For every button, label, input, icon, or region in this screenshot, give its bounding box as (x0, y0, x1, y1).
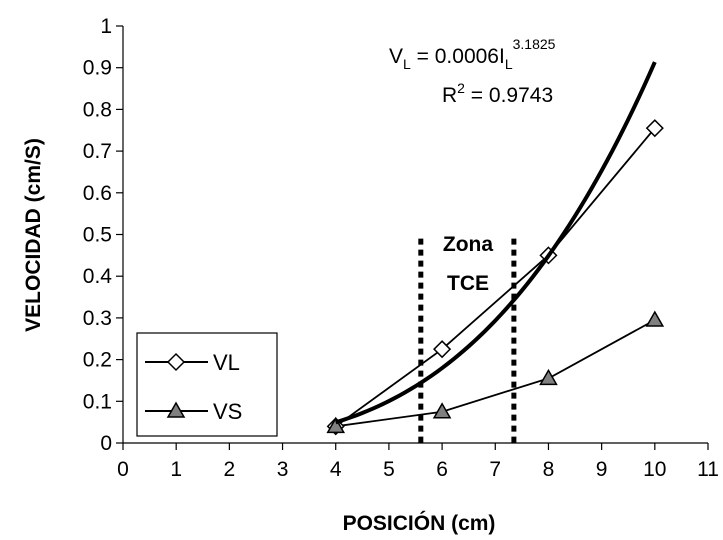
y-tick-label: 0.9 (83, 57, 112, 80)
zone-label-line1: Zona (443, 233, 493, 256)
trendline-layer (335, 61, 657, 425)
r-squared-sup: 2 (457, 80, 465, 96)
y-tick-label: 0.1 (83, 390, 112, 413)
point-vs (645, 310, 665, 327)
y-tick-label: 0.5 (83, 224, 112, 247)
legend-label-vs: VS (213, 399, 242, 424)
x-tick-label: 3 (277, 458, 289, 481)
series-layer (326, 119, 665, 436)
point-vs (539, 368, 558, 386)
point-vs (432, 402, 452, 419)
y-tick-label: 0.6 (83, 182, 112, 205)
x-tick-label: 0 (117, 458, 129, 481)
zone-label-line2: TCE (447, 272, 489, 295)
equation-exp: 3.1825 (513, 36, 556, 52)
y-tick-label: 0 (100, 432, 112, 455)
equation-v: V (389, 45, 403, 68)
legend-marker-vl (166, 352, 186, 372)
x-tick-label: 9 (596, 458, 608, 481)
x-tick-label: 5 (383, 458, 395, 481)
legend-box (136, 332, 278, 437)
x-tick-labels: 0 1 2 3 4 5 6 7 8 9 10 11 (117, 458, 719, 481)
y-tick-label: 0.7 (83, 140, 112, 163)
equation-v-sub: L (403, 56, 411, 72)
equation-i-sub: L (505, 56, 513, 72)
x-tick-label: 8 (543, 458, 555, 481)
point-vl (645, 119, 664, 138)
legend-label-vl: VL (213, 350, 240, 375)
x-tick-label: 7 (489, 458, 501, 481)
series-line-vs (335, 319, 656, 428)
y-axis-title: VELOCIDAD (cm/S) (22, 138, 45, 332)
x-tick-label: 11 (697, 458, 719, 481)
y-tick-label: 0.8 (83, 98, 112, 121)
legend: VL VS (136, 332, 278, 437)
point-vs (326, 416, 346, 434)
trendline-curve (335, 61, 657, 425)
r-squared-r: R (442, 84, 457, 107)
trendline-equation: VL = 0.0006IL3.1825 (389, 36, 556, 72)
r-squared-rest: = 0.9743 (465, 84, 553, 107)
x-tick-label: 10 (643, 458, 666, 481)
y-tick-labels: 0 0.1 0.2 0.3 0.4 0.5 0.6 0.7 0.8 0.9 1 (83, 15, 113, 455)
y-tick-label: 0.2 (83, 349, 112, 372)
y-tick-label: 1 (100, 15, 112, 38)
x-tick-label: 2 (224, 458, 236, 481)
r-squared: R2 = 0.9743 (442, 80, 553, 107)
x-tick-label: 4 (330, 458, 342, 481)
x-tick-label: 6 (436, 458, 448, 481)
axes (116, 25, 709, 450)
x-axis-title: POSICIÓN (cm) (343, 511, 496, 535)
y-tick-label: 0.4 (83, 265, 113, 288)
tce-zone (418, 238, 517, 443)
equation-mid: = 0.0006I (411, 45, 505, 68)
y-tick-label: 0.3 (83, 307, 112, 330)
x-tick-label: 1 (170, 458, 182, 481)
point-vl (433, 340, 452, 359)
legend-marker-vs (166, 401, 186, 418)
series-line-vl (335, 127, 656, 428)
